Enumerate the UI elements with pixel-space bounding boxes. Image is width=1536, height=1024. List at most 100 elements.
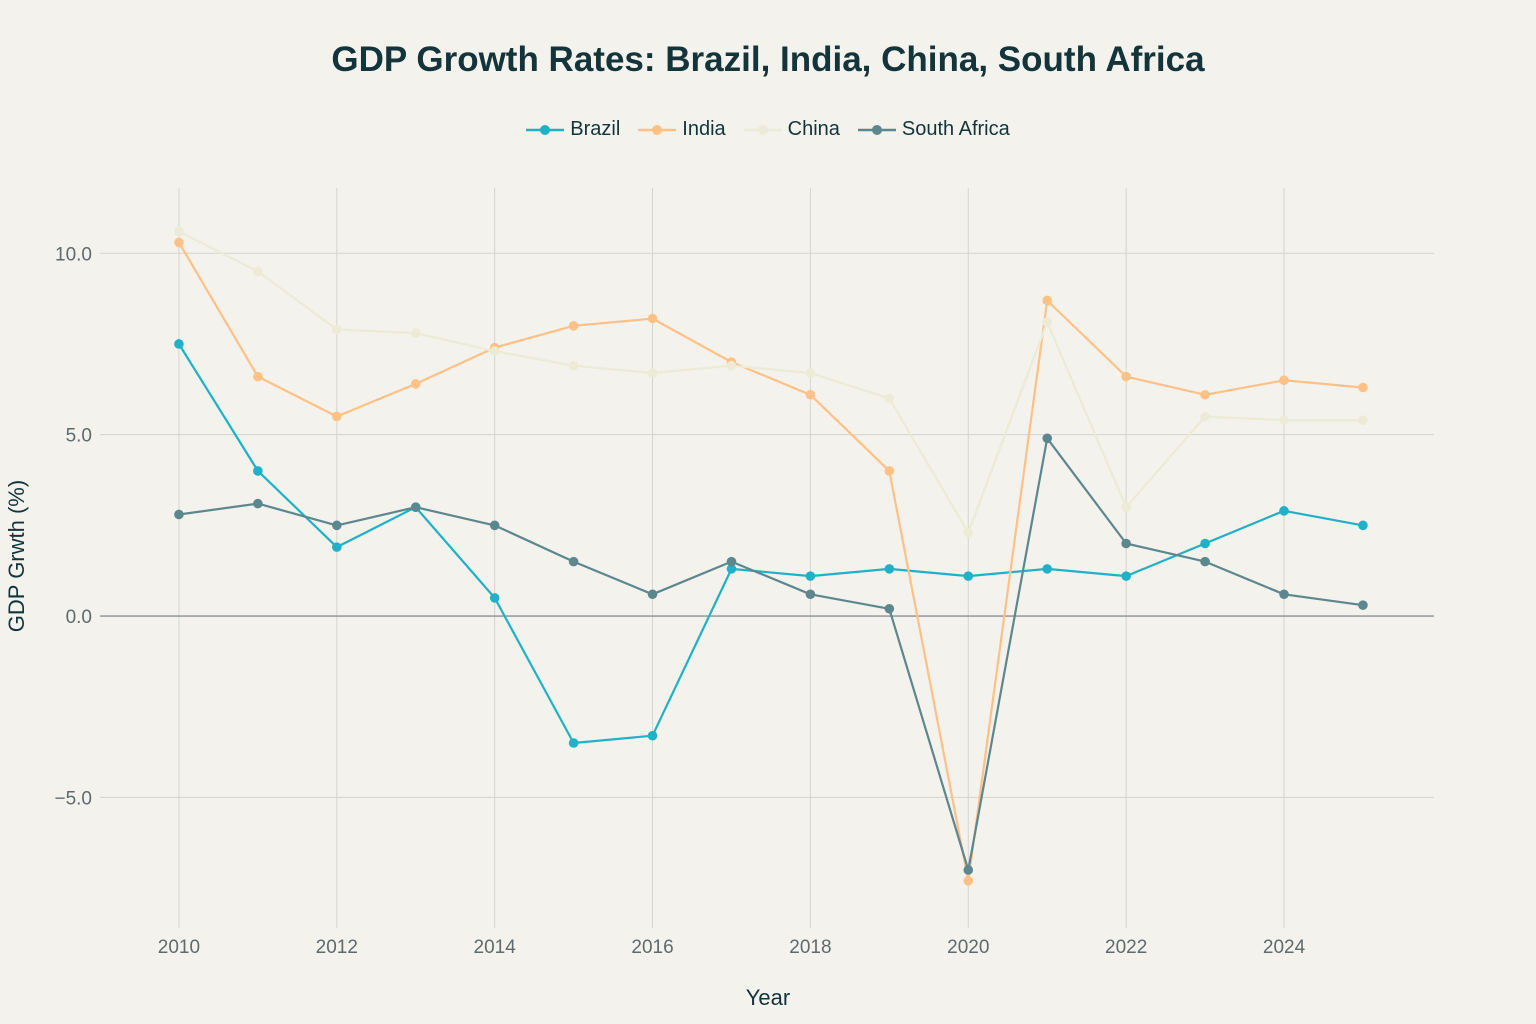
point-china-2024[interactable] <box>1279 415 1289 425</box>
point-south-africa-2022[interactable] <box>1121 538 1131 549</box>
series-line-brazil <box>177 343 1364 745</box>
point-south-africa-2014[interactable] <box>489 520 500 531</box>
point-china-2023[interactable] <box>1200 411 1210 422</box>
point-brazil-2023[interactable] <box>1200 538 1210 549</box>
point-india-2021[interactable] <box>1042 295 1053 306</box>
legend-label-india: India <box>682 118 726 140</box>
point-india-2010[interactable] <box>174 237 184 248</box>
series-layer <box>174 226 1368 886</box>
legend-item-south-africa[interactable]: South Africa <box>857 118 1010 141</box>
series-brazil <box>174 339 1368 748</box>
point-south-africa-2025[interactable] <box>1358 600 1368 610</box>
point-china-2022[interactable] <box>1121 502 1131 513</box>
point-brazil-2022[interactable] <box>1121 571 1131 581</box>
y-tick-label-2: 5.0 <box>66 426 92 447</box>
series-line-south-africa <box>178 437 1364 872</box>
legend-item-india[interactable]: India <box>638 118 726 141</box>
legend-label-south-africa: South Africa <box>901 118 1010 140</box>
x-tick-label-2014: 2014 <box>474 937 517 958</box>
point-india-2025[interactable] <box>1358 382 1368 393</box>
point-china-2019[interactable] <box>884 393 895 404</box>
legend-swatch-brazil <box>526 124 565 135</box>
point-south-africa-2012[interactable] <box>332 520 342 531</box>
legend-swatch-india <box>638 124 677 135</box>
x-tick-label-2020: 2020 <box>947 937 989 958</box>
point-south-africa-2013[interactable] <box>410 502 421 513</box>
point-india-2019[interactable] <box>884 466 895 476</box>
point-south-africa-2011[interactable] <box>253 498 263 509</box>
x-tick-label-2022: 2022 <box>1105 937 1147 958</box>
point-china-2021[interactable] <box>1042 317 1053 328</box>
legend-item-china[interactable]: China <box>743 118 840 141</box>
point-india-2013[interactable] <box>410 379 421 389</box>
point-china-2015[interactable] <box>568 360 579 371</box>
x-tick-label-2016: 2016 <box>631 937 673 958</box>
point-india-2011[interactable] <box>253 371 263 382</box>
point-brazil-2019[interactable] <box>884 564 895 574</box>
point-south-africa-2018[interactable] <box>805 589 816 600</box>
point-south-africa-2019[interactable] <box>884 603 895 614</box>
x-axis-title: Year <box>745 985 791 1010</box>
legend-swatch-china <box>743 124 782 135</box>
point-south-africa-2010[interactable] <box>174 509 184 520</box>
tick-labels: 2010 2012 2014 2016 2018 2020 2022 2024 −5.0 0.0 5… <box>54 244 1305 958</box>
point-india-2018[interactable] <box>805 389 816 400</box>
legend: Brazil India China South Africa <box>0 118 1536 141</box>
point-india-2016[interactable] <box>647 313 658 324</box>
point-china-2025[interactable] <box>1358 415 1368 425</box>
point-india-2020[interactable] <box>963 876 974 886</box>
point-brazil-2012[interactable] <box>332 542 342 552</box>
point-brazil-2017[interactable] <box>726 564 737 574</box>
point-brazil-2018[interactable] <box>805 571 816 581</box>
point-brazil-2024[interactable] <box>1279 506 1289 516</box>
chart-title: GDP Growth Rates: Brazil, India, China, … <box>331 40 1205 79</box>
point-india-2015[interactable] <box>568 321 579 331</box>
point-china-2010[interactable] <box>174 226 184 237</box>
point-brazil-2014[interactable] <box>489 593 500 603</box>
point-china-2011[interactable] <box>253 266 263 277</box>
x-tick-label-2010: 2010 <box>158 937 200 958</box>
x-tick-label-2024: 2024 <box>1263 937 1306 958</box>
point-south-africa-2021[interactable] <box>1042 433 1053 444</box>
x-tick-label-2018: 2018 <box>789 937 831 958</box>
series-india <box>174 237 1368 886</box>
point-brazil-2015[interactable] <box>568 738 579 748</box>
point-south-africa-2017[interactable] <box>726 556 737 567</box>
point-south-africa-2024[interactable] <box>1279 589 1289 600</box>
y-tick-label-3: 10.0 <box>55 244 92 265</box>
point-brazil-2021[interactable] <box>1042 564 1053 574</box>
legend-label-brazil: Brazil <box>570 118 621 140</box>
series-china <box>174 226 1368 538</box>
point-china-2016[interactable] <box>647 368 658 378</box>
point-brazil-2011[interactable] <box>253 466 263 476</box>
point-south-africa-2023[interactable] <box>1200 556 1210 567</box>
gridlines <box>100 188 1434 928</box>
point-south-africa-2020[interactable] <box>963 865 974 875</box>
point-brazil-2010[interactable] <box>174 339 184 349</box>
point-south-africa-2016[interactable] <box>647 589 658 600</box>
series-line-india <box>177 241 1364 882</box>
x-tick-label-2012: 2012 <box>316 937 358 958</box>
point-india-2024[interactable] <box>1279 375 1289 386</box>
y-tick-label-0: −5.0 <box>54 788 92 809</box>
y-axis-title: GDP Grwth (%) <box>4 479 29 633</box>
point-china-2014[interactable] <box>489 346 500 357</box>
point-china-2020[interactable] <box>963 527 974 538</box>
legend-label-china: China <box>787 118 840 140</box>
point-brazil-2025[interactable] <box>1358 520 1368 531</box>
legend-swatch-south-africa <box>857 124 896 135</box>
series-line-china <box>178 230 1363 534</box>
point-india-2022[interactable] <box>1121 371 1131 382</box>
point-brazil-2020[interactable] <box>963 571 974 581</box>
point-china-2012[interactable] <box>332 324 342 335</box>
point-china-2017[interactable] <box>726 360 737 371</box>
point-india-2023[interactable] <box>1200 389 1210 400</box>
legend-item-brazil[interactable]: Brazil <box>526 118 620 141</box>
series-south-africa <box>174 433 1368 875</box>
point-china-2013[interactable] <box>410 328 421 338</box>
point-south-africa-2015[interactable] <box>568 556 579 567</box>
point-india-2012[interactable] <box>332 411 342 422</box>
point-china-2018[interactable] <box>805 368 816 378</box>
point-brazil-2016[interactable] <box>647 730 658 741</box>
